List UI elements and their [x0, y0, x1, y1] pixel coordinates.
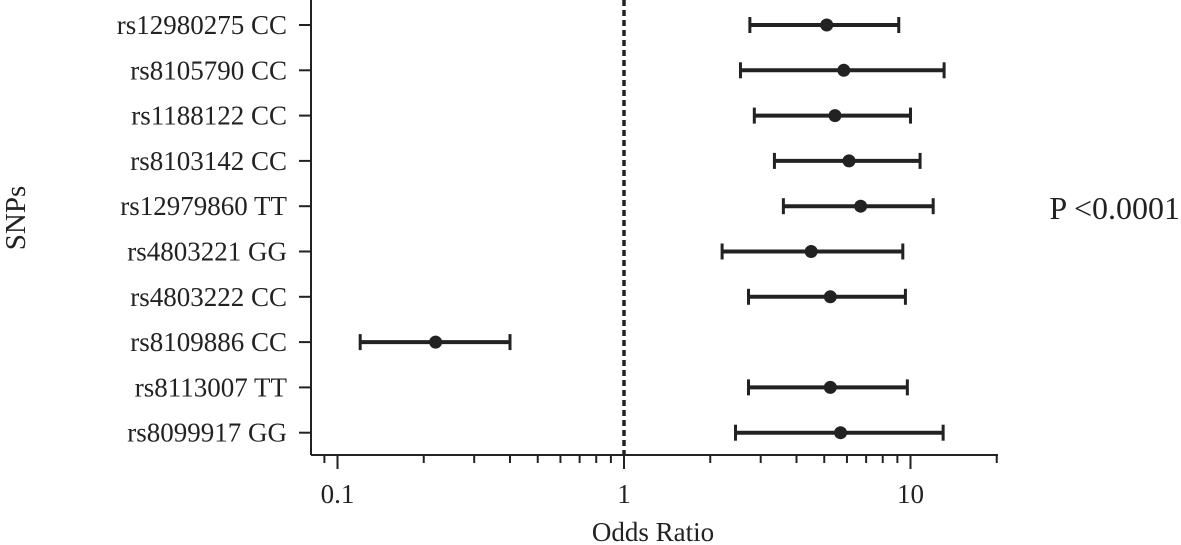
x-axis-title: Odds Ratio: [592, 517, 714, 545]
odds-ratio-point: [842, 154, 856, 168]
snp-label: rs8105790 CC: [130, 55, 287, 85]
plot-rows: rs12980275 CC rs8105790 CC rs1188122 CC rs8…: [117, 10, 946, 448]
p-value-annotation: P <0.0001: [1049, 190, 1180, 226]
odds-ratio-point: [834, 426, 848, 440]
x-tick-label: 0.1: [321, 479, 355, 509]
odds-ratio-point: [429, 335, 443, 349]
odds-ratio-point: [823, 380, 837, 394]
plot-axes: 0.1 1 10: [299, 0, 998, 509]
x-tick-label: 10: [897, 479, 924, 509]
snp-label: rs4803221 GG: [127, 237, 287, 267]
snp-label: rs8099917 GG: [127, 418, 287, 448]
odds-ratio-point: [837, 63, 851, 77]
snp-label: rs1188122 CC: [131, 101, 287, 131]
snp-label: rs12979860 TT: [120, 191, 287, 221]
snp-label: rs8109886 CC: [130, 327, 287, 357]
snp-label: rs8113007 TT: [135, 372, 288, 402]
x-tick-label: 1: [617, 479, 631, 509]
odds-ratio-point: [820, 18, 834, 32]
odds-ratio-point: [823, 290, 837, 304]
odds-ratio-point: [804, 245, 818, 258]
snp-label: rs8103142 CC: [130, 146, 287, 176]
y-axis-title: SNPs: [0, 186, 32, 251]
odds-ratio-point: [854, 199, 868, 213]
snp-label: rs12980275 CC: [117, 10, 287, 40]
odds-ratio-point: [828, 109, 842, 123]
snp-label: rs4803222 CC: [130, 282, 287, 312]
